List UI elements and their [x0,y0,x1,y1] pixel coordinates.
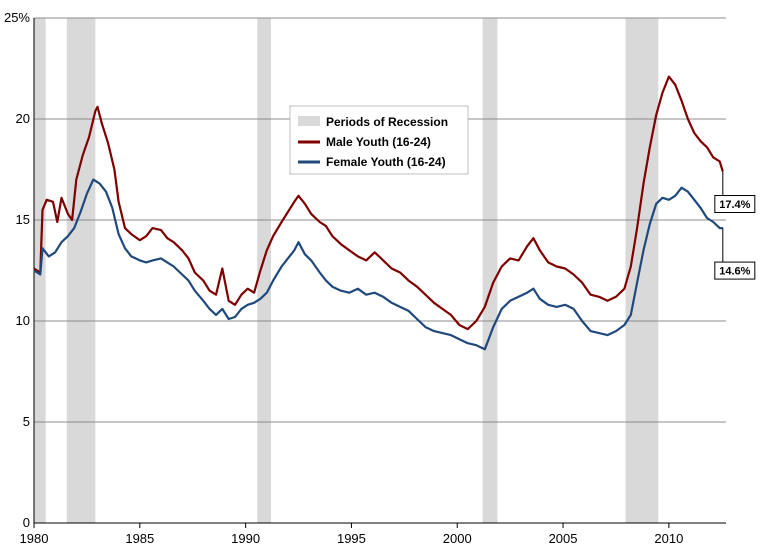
y-tick-label-1: 5 [23,414,30,429]
callout-label-0: 17.4% [719,199,750,211]
y-tick-label-3: 15 [16,212,30,227]
legend-swatch-recession [298,116,320,126]
y-tick-label-4: 20 [16,111,30,126]
recession-band-2 [257,18,272,523]
legend-label-female: Female Youth (16-24) [326,155,446,169]
y-tick-label-0: 0 [23,515,30,530]
series-line-0 [33,75,724,331]
legend-label-recession: Periods of Recession [326,115,448,129]
recession-band-4 [625,18,659,523]
x-tick-label-0: 1980 [20,531,49,546]
axes: 0 5 10 15 20 25% 1980 1985 1990 1995 2000 2005 2010 [4,10,726,546]
recession-band-1 [66,18,96,523]
gridlines [34,17,726,423]
legend-label-male: Male Youth (16-24) [326,135,431,149]
series-line-1 [33,178,723,351]
callout-box-0 [714,195,756,214]
x-tick-label-2: 1990 [231,531,260,546]
callout-box-1 [714,261,756,280]
x-tick-label-4: 2000 [443,531,472,546]
x-tick-label-5: 2005 [549,531,578,546]
callout-label-1: 14.6% [719,266,750,278]
data-series [33,75,724,351]
x-tick-label-1: 1985 [125,531,154,546]
recession-band-3 [482,18,498,523]
recession-bands [34,18,659,523]
x-tick-label-3: 1995 [337,531,366,546]
y-tick-label-2: 10 [16,313,30,328]
legend: Periods of Recession Male Youth (16-24) … [289,105,469,175]
x-tick-label-6: 2010 [654,531,683,546]
value-callouts: 17.4% 14.6% [714,171,756,280]
y-tick-label-5: 25% [4,10,30,25]
